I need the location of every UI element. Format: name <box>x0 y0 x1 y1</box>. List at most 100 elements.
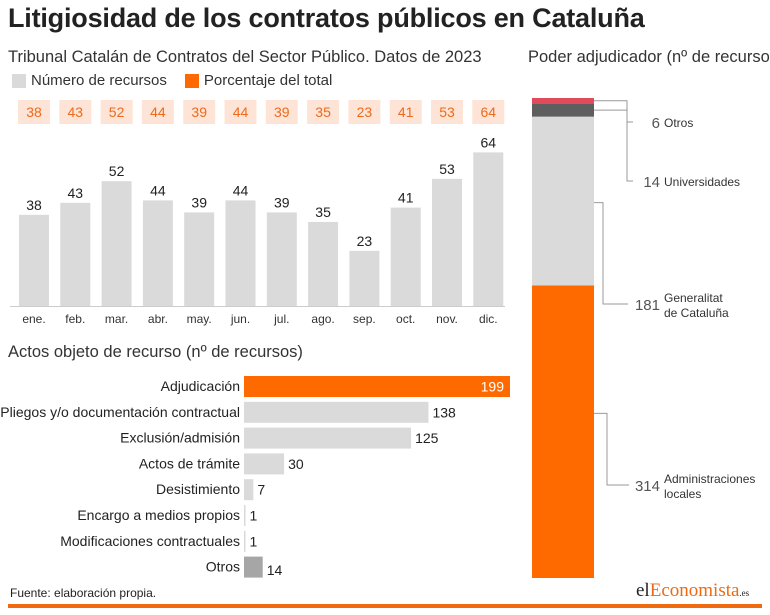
act-value-label: 1 <box>250 533 258 549</box>
authority-leader-line <box>594 202 628 305</box>
month-value-label: 44 <box>150 182 166 198</box>
month-tick-label: ago. <box>311 312 334 326</box>
month-tick-label: ene. <box>22 312 45 326</box>
percent-label: 35 <box>315 104 331 120</box>
percent-label: 39 <box>274 104 290 120</box>
month-tick-label: abr. <box>148 312 168 326</box>
act-value-label: 199 <box>481 379 505 395</box>
logo-economista: Economista <box>649 580 740 601</box>
month-value-label: 43 <box>68 185 84 201</box>
footer-bar <box>8 604 762 608</box>
act-category-label: Desistimiento <box>156 481 240 497</box>
authority-segment <box>532 103 594 117</box>
month-bar <box>101 181 132 306</box>
percent-box <box>389 100 422 124</box>
percent-label: 52 <box>109 104 125 120</box>
percent-box <box>224 100 257 124</box>
authority-category-label: Universidades <box>664 175 740 189</box>
legend-label-percentage: Porcentaje del total <box>203 72 333 89</box>
authority-segment <box>532 116 594 286</box>
percent-label: 44 <box>233 104 249 120</box>
act-category-label: Adjudicación <box>161 378 240 394</box>
month-tick-label: oct. <box>396 312 415 326</box>
percent-box <box>141 100 174 124</box>
publisher-logo: elEconomista.es <box>636 580 749 602</box>
month-bar <box>308 222 339 306</box>
percent-label: 44 <box>150 104 166 120</box>
month-bar <box>390 207 421 306</box>
authority-category-label: Administraciones <box>664 472 755 486</box>
act-bar <box>244 530 246 552</box>
percent-box <box>348 100 381 124</box>
percent-box <box>100 100 133 124</box>
authority-leader-line <box>594 109 633 182</box>
month-bar <box>19 214 49 306</box>
month-value-label: 44 <box>233 182 249 198</box>
month-tick-label: feb. <box>65 312 85 326</box>
percent-label: 43 <box>68 104 84 120</box>
act-category-label: Modificaciones contractuales <box>60 533 240 549</box>
acts-chart-title: Actos objeto de recurso (nº de recursos) <box>8 343 303 361</box>
percent-box <box>265 100 298 124</box>
month-tick-label: jul. <box>273 312 289 326</box>
month-bar <box>60 202 91 306</box>
authority-leader-line <box>594 100 633 123</box>
act-value-label: 7 <box>257 482 265 498</box>
authority-segment <box>532 285 594 578</box>
act-bar <box>244 453 285 475</box>
logo-es: .es <box>739 588 750 598</box>
percent-label: 53 <box>439 104 455 120</box>
act-value-label: 125 <box>415 430 439 446</box>
month-value-label: 53 <box>439 161 455 177</box>
month-tick-label: dic. <box>479 312 498 326</box>
authority-category-label: de Cataluña <box>664 306 729 320</box>
legend-item-count: Número de recursos <box>12 72 167 89</box>
month-value-label: 35 <box>315 204 331 220</box>
act-value-label: 30 <box>288 456 304 472</box>
month-value-label: 52 <box>109 163 125 179</box>
legend-item-percentage: Porcentaje del total <box>184 72 333 89</box>
monthly-bar-chart: 38 38 ene. 43 43 feb. 52 52 mar. 44 44 abr. 39 39 may.… <box>10 100 505 326</box>
acts-bar-chart: Adjudicación 199 Pliegos y/o documentación… <box>0 376 510 578</box>
act-bar <box>244 505 246 526</box>
authority-category-label: Generalitat <box>664 291 723 305</box>
month-tick-label: nov. <box>436 312 458 326</box>
act-bar <box>244 479 254 501</box>
month-bar <box>184 212 215 306</box>
legend-swatch-gray <box>12 73 26 88</box>
month-bar <box>142 200 173 306</box>
month-value-label: 39 <box>191 194 207 210</box>
source-note: Fuente: elaboración propia. <box>10 586 157 600</box>
authority-category-label: Otros <box>664 116 693 130</box>
authority-value-label: 6 <box>652 115 660 132</box>
legend-label-count: Número de recursos <box>31 72 167 89</box>
act-bar <box>244 401 429 423</box>
act-category-label: Otros <box>206 559 240 575</box>
legend-swatch-orange <box>184 73 199 88</box>
chart-subtitle: Tribunal Catalán de Contratos del Sector… <box>8 48 482 66</box>
authority-leader-line <box>594 412 629 486</box>
authority-category-label: locales <box>664 487 701 501</box>
percent-label: 23 <box>357 104 373 120</box>
month-tick-label: sep. <box>353 312 376 326</box>
month-value-label: 39 <box>274 194 290 210</box>
act-bar <box>244 556 263 578</box>
percent-box <box>307 100 340 124</box>
act-category-label: Actos de trámite <box>139 455 240 471</box>
percent-box <box>18 100 50 124</box>
percent-box <box>431 100 463 124</box>
chart-title: Litigiosidad de los contratos públicos e… <box>8 3 645 33</box>
month-value-label: 64 <box>481 134 497 150</box>
month-value-label: 38 <box>26 197 42 213</box>
act-bar <box>244 427 412 449</box>
month-bar <box>473 152 504 306</box>
act-value-label: 1 <box>250 508 258 524</box>
month-bar <box>432 178 462 306</box>
authority-segment <box>532 98 594 104</box>
month-value-label: 41 <box>398 190 414 206</box>
percent-box <box>59 100 92 124</box>
act-category-label: Encargo a medios propios <box>77 507 240 523</box>
month-tick-label: may. <box>187 312 212 326</box>
act-value-label: 138 <box>432 404 456 420</box>
